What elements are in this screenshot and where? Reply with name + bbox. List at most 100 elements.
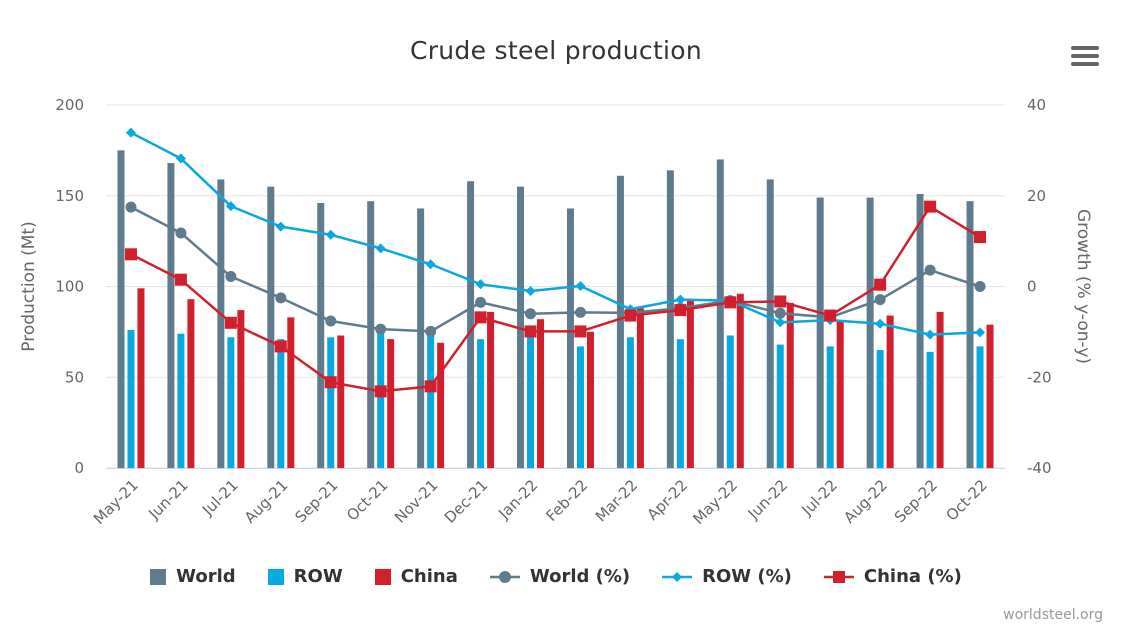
bar-china [886,315,894,468]
bar-world [267,186,275,469]
bar-world [966,201,974,468]
x-tick-label: Jul-22 [797,476,841,520]
legend-item[interactable]: World [150,566,236,587]
bar-china [636,308,644,468]
bar-world [417,208,425,468]
point-row-pct [475,279,486,290]
credit-text[interactable]: worldsteel.org [1003,607,1103,623]
bar-world [467,181,475,469]
bar-china [836,320,844,468]
menu-bar [1071,54,1099,58]
bar-world [866,197,874,468]
bar-china [786,302,794,468]
legend-line-marker-icon [662,569,693,585]
point-china-pct [524,325,537,338]
y-tick-label: 50 [65,368,84,386]
point-row-pct [675,294,686,305]
point-world-pct [175,227,187,239]
point-china-pct [124,248,137,261]
bar-row [477,339,485,468]
point-row-pct [525,286,536,297]
bar-china [986,324,994,468]
y-tick-label: 200 [55,96,84,114]
legend-swatch [150,568,167,585]
point-world-pct [475,296,487,308]
bar-row [527,335,535,468]
point-row-pct [225,201,236,212]
menu-bar [1071,46,1099,50]
point-row-pct [975,327,986,338]
x-tick-label: Mar-22 [592,476,641,525]
point-china-pct [674,304,687,317]
x-tick-label: Sep-21 [292,476,342,526]
point-china-pct [224,316,237,329]
point-world-pct [974,281,986,292]
y2-axis-title: Growth (% y-on-y) [1073,209,1093,364]
bar-row [177,333,185,468]
y-tick-label: 150 [55,187,84,205]
bar-china [487,311,495,468]
bar-row [976,346,984,468]
x-tick-label: Dec-21 [441,476,492,527]
x-tick-label: Nov-21 [391,476,441,526]
bar-china [237,310,245,468]
point-row-pct [775,317,786,328]
y2-tick-label: -20 [1027,368,1052,386]
bar-china [337,335,345,468]
bar-china [736,293,744,468]
legend-item[interactable]: ROW [267,566,343,587]
bar-world [167,163,175,468]
point-world-pct [924,264,936,276]
bar-row [676,339,684,468]
series-line [130,131,981,336]
legend-swatch [374,568,391,585]
point-row-pct [875,318,886,329]
x-tick-label: Apr-22 [643,476,691,524]
point-china-pct [924,200,937,213]
bar-row [776,344,784,468]
bar-row [726,335,734,468]
legend-line-marker-icon [823,569,854,585]
point-china-pct [474,311,487,324]
legend-label: World (%) [529,566,631,587]
point-row-pct [175,153,186,164]
bar-china [537,319,545,468]
bar-world [816,197,824,468]
y2-tick-label: -40 [1027,459,1052,477]
legend-item[interactable]: China [374,566,458,587]
point-world-pct [275,292,287,304]
bar-world [916,193,924,468]
x-tick-label: Jun-22 [744,476,791,523]
point-china-pct [624,309,637,322]
bar-row [277,339,285,468]
point-china-pct [774,295,787,308]
bar-china [686,301,694,468]
legend-item[interactable]: World (%) [489,566,631,587]
point-world-pct [525,308,537,320]
bar-row [427,335,435,468]
bar-world [616,175,624,468]
x-tick-label: Jul-21 [198,476,242,520]
x-tick-label: Jun-21 [144,476,191,523]
series-line [130,205,981,393]
y2-tick-label: 0 [1027,278,1037,296]
x-tick-label: Oct-21 [343,476,391,524]
bar-china [287,317,295,468]
menu-bar [1071,62,1099,66]
bar-world [367,201,375,468]
point-china-pct [974,231,987,244]
point-world-pct [225,271,237,283]
point-world-pct [874,294,886,306]
bar-china [387,339,395,468]
point-row-pct [575,281,586,292]
legend-item[interactable]: ROW (%) [662,566,792,587]
point-row-pct [275,221,286,232]
hamburger-menu-icon[interactable] [1071,46,1099,68]
y2-tick-label: 20 [1027,187,1046,205]
x-tick-label: May-21 [90,476,142,528]
bar-world [666,170,674,468]
bar-row [576,346,584,468]
legend-item[interactable]: China (%) [823,566,962,587]
bar-china [586,331,594,468]
